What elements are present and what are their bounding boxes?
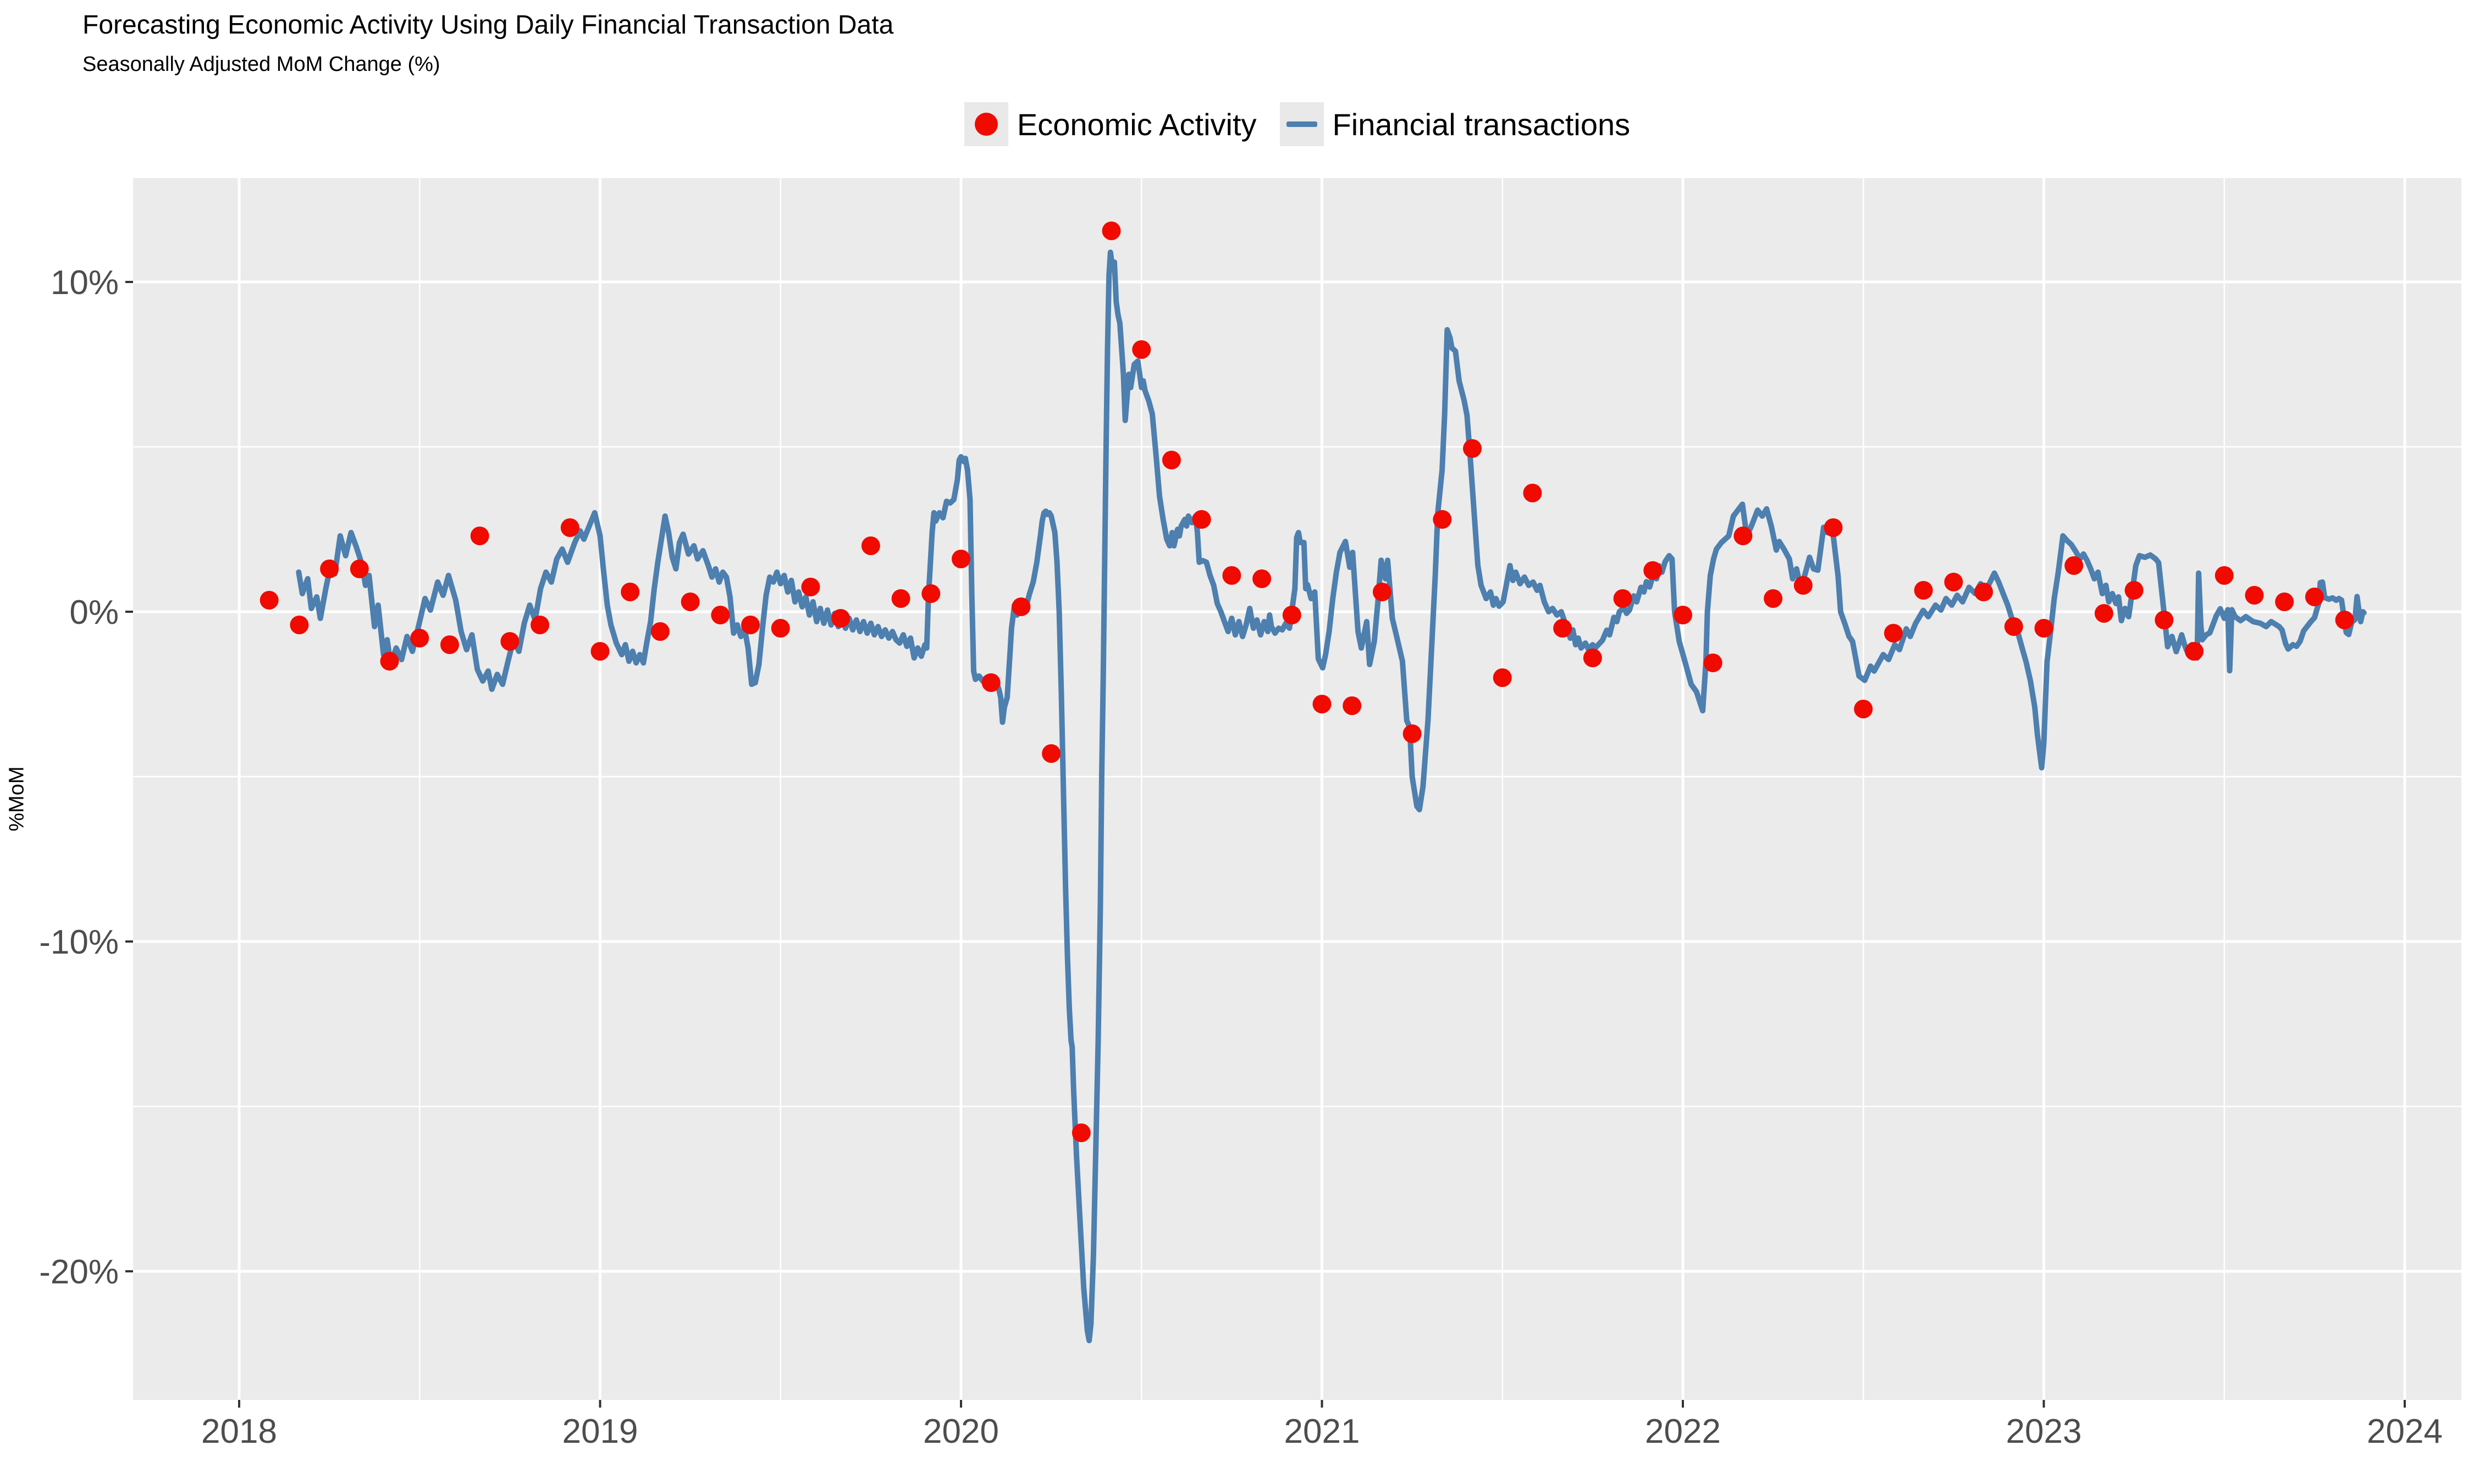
chart-title: Forecasting Economic Activity Using Dail… <box>82 10 894 40</box>
y-tick-label: -20% <box>39 1253 119 1291</box>
economic-activity-point <box>1012 597 1031 616</box>
economic-activity-point <box>1192 510 1211 529</box>
economic-activity-point <box>801 578 820 596</box>
economic-activity-point <box>410 629 429 647</box>
economic-activity-point <box>1824 518 1843 537</box>
economic-activity-point <box>1643 561 1663 580</box>
economic-activity-point <box>1914 581 1933 600</box>
economic-activity-point <box>2004 617 2023 636</box>
economic-activity-point <box>771 619 790 638</box>
economic-activity-point <box>1613 589 1632 608</box>
legend-label: Financial transactions <box>1332 107 1631 142</box>
economic-activity-point <box>2245 586 2264 605</box>
legend: Economic Activity Financial transactions <box>133 102 2461 146</box>
economic-activity-point <box>2185 642 2204 661</box>
economic-activity-point <box>470 527 489 545</box>
x-tick-label: 2018 <box>201 1413 277 1450</box>
chart-subtitle: Seasonally Adjusted MoM Change (%) <box>82 53 440 76</box>
economic-activity-point <box>1854 700 1873 718</box>
economic-activity-point <box>1944 573 1963 591</box>
legend-item-economic-activity: Economic Activity <box>964 102 1257 146</box>
y-tick-label: 10% <box>51 264 119 302</box>
economic-activity-point <box>1733 527 1753 545</box>
x-tick-label: 2022 <box>1645 1413 1721 1450</box>
line-marker-icon <box>1286 121 1317 127</box>
economic-activity-point <box>1312 695 1332 713</box>
x-tick-label: 2020 <box>923 1413 999 1450</box>
economic-activity-point <box>590 642 610 661</box>
economic-activity-point <box>650 622 670 641</box>
economic-activity-point <box>952 550 970 568</box>
economic-activity-point <box>1372 583 1391 601</box>
economic-activity-point <box>1974 583 1993 601</box>
economic-activity-point <box>2094 604 2113 623</box>
economic-activity-point <box>1764 589 1783 608</box>
economic-activity-point <box>1282 606 1301 624</box>
economic-activity-point <box>2215 566 2234 585</box>
economic-activity-point <box>1162 451 1181 469</box>
economic-activity-point <box>2064 556 2084 575</box>
economic-activity-point <box>831 609 851 628</box>
economic-activity-point <box>350 560 369 578</box>
economic-activity-point <box>1583 649 1602 667</box>
economic-activity-point <box>500 632 520 651</box>
economic-activity-point <box>1132 340 1151 359</box>
x-tick-label: 2024 <box>2367 1413 2443 1450</box>
economic-activity-point <box>2335 611 2354 629</box>
economic-activity-point <box>1884 624 1903 643</box>
y-tick-label: -10% <box>39 923 119 961</box>
economic-activity-point <box>380 652 399 671</box>
economic-activity-point <box>741 616 760 634</box>
economic-activity-point <box>1703 654 1722 672</box>
economic-activity-point <box>2034 619 2053 638</box>
economic-activity-point <box>621 583 640 601</box>
y-axis-title: %MoM <box>5 766 29 832</box>
scatter-marker-icon <box>974 113 998 136</box>
y-tick-label: 0% <box>69 594 119 632</box>
economic-activity-point <box>1553 619 1572 638</box>
economic-activity-point <box>1042 744 1061 763</box>
economic-activity-point <box>560 518 579 537</box>
economic-activity-point <box>1793 576 1813 595</box>
economic-activity-point <box>1493 668 1512 687</box>
economic-activity-point <box>259 591 279 610</box>
economic-activity-point <box>861 536 880 555</box>
economic-activity-point <box>1463 439 1482 458</box>
economic-activity-point <box>290 616 309 634</box>
economic-activity-point <box>2124 581 2144 600</box>
economic-activity-point <box>1674 606 1692 624</box>
x-tick-label: 2019 <box>562 1413 638 1450</box>
economic-activity-point <box>2155 611 2174 629</box>
economic-activity-point <box>2275 593 2294 611</box>
economic-activity-point <box>320 560 339 578</box>
legend-key-box <box>1279 102 1324 146</box>
financial-transactions-line <box>296 250 2367 1343</box>
legend-item-financial-transactions: Financial transactions <box>1279 102 1631 146</box>
x-tick-label: 2021 <box>1284 1413 1360 1450</box>
economic-activity-point <box>681 593 700 611</box>
economic-activity-point <box>981 673 1001 692</box>
economic-activity-point <box>1343 696 1362 715</box>
economic-activity-point <box>921 584 941 603</box>
economic-activity-point <box>1102 222 1121 240</box>
economic-activity-point <box>1402 724 1422 743</box>
x-tick-label: 2023 <box>2006 1413 2082 1450</box>
economic-activity-point <box>440 635 459 654</box>
economic-activity-point <box>531 616 550 634</box>
economic-activity-point <box>1222 566 1241 585</box>
economic-activity-point <box>1252 569 1272 588</box>
economic-activity-point <box>891 589 910 608</box>
economic-activity-point <box>2305 588 2324 606</box>
economic-activity-point <box>711 606 730 624</box>
plot-panel <box>133 178 2461 1400</box>
legend-key-box <box>964 102 1008 146</box>
economic-activity-point <box>1433 510 1452 529</box>
legend-label: Economic Activity <box>1017 107 1257 142</box>
economic-activity-point <box>1523 484 1542 502</box>
economic-activity-point <box>1072 1123 1091 1142</box>
